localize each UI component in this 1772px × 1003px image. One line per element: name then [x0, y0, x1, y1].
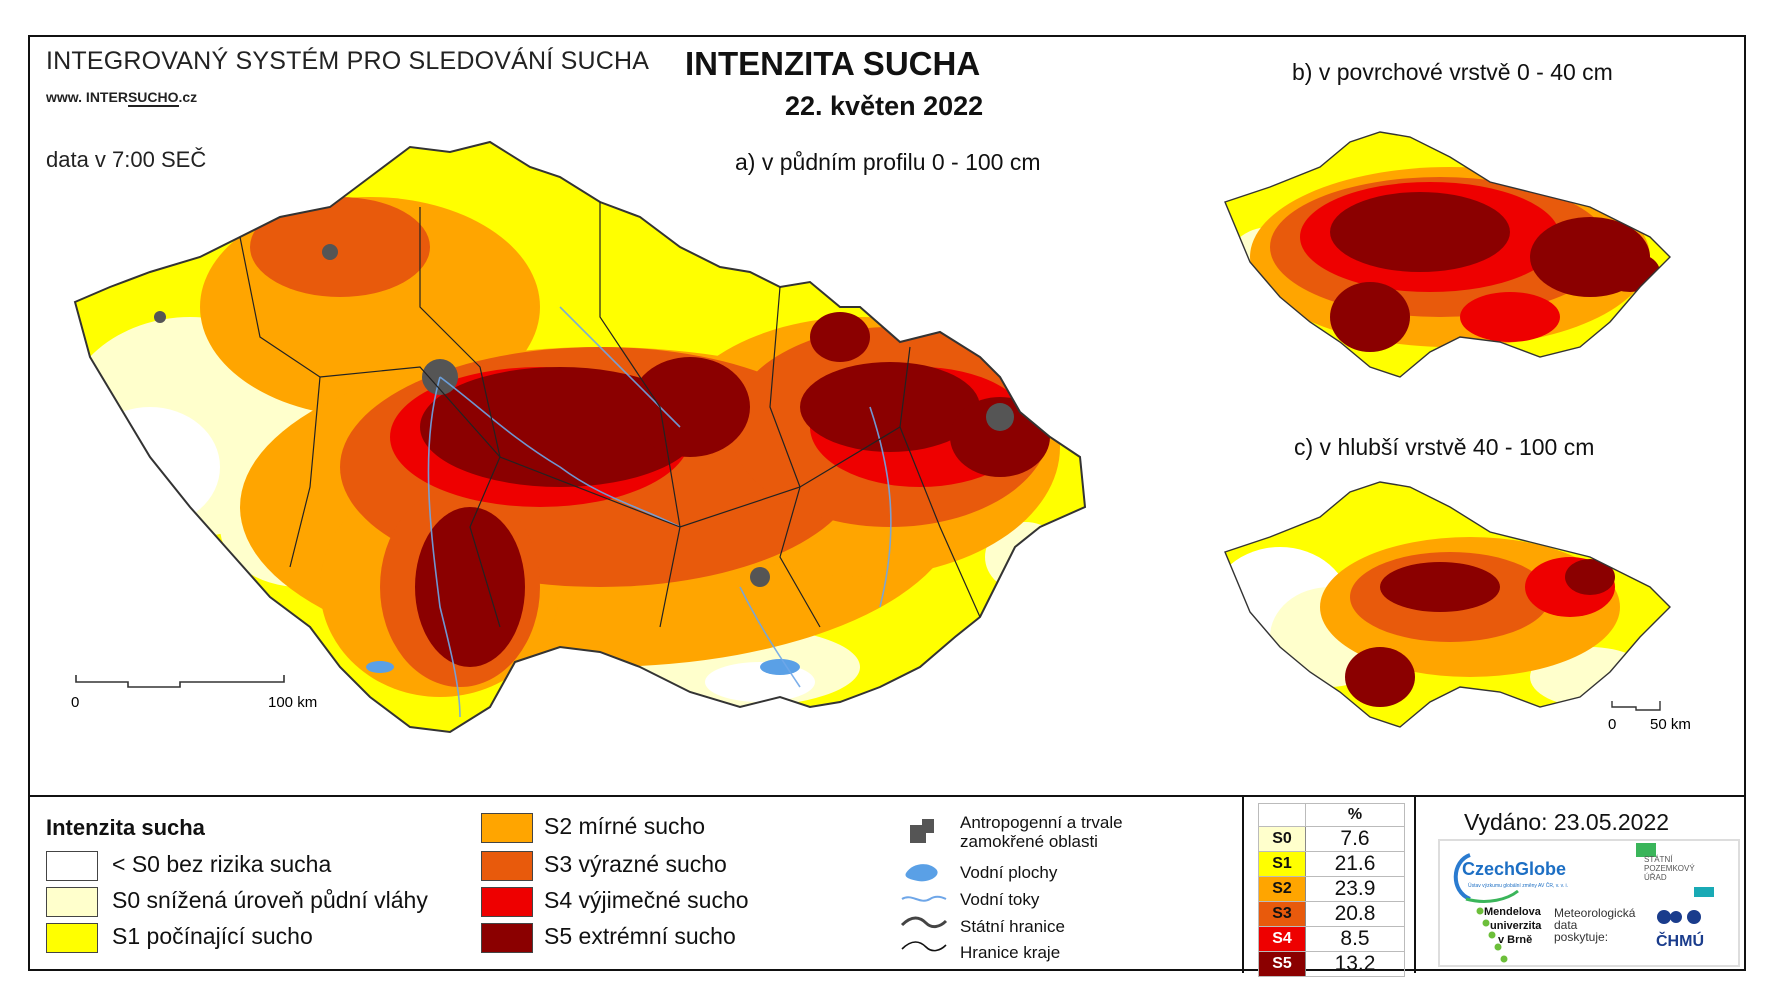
legend-s5: S5 extrémní sucho — [544, 923, 736, 949]
mendelu-line1: Mendelova — [1484, 906, 1541, 918]
surface-layer-map — [1224, 131, 1671, 378]
percent-value: 7.6 — [1305, 826, 1405, 852]
czechglobe-subtitle: Ústav výzkumu globální změny AV ČR, v. v… — [1468, 883, 1569, 889]
percent-row: S0 7.6 — [1258, 826, 1405, 852]
legend-divider — [1414, 797, 1416, 973]
spu-logo-accent — [1694, 887, 1714, 897]
percent-value: 20.8 — [1305, 901, 1405, 927]
mendelu-logo — [1476, 907, 1508, 963]
percent-class: S1 — [1258, 851, 1306, 877]
legend-area: Intenzita sucha < S0 bez rizika sucha S0… — [30, 795, 1746, 977]
website-link[interactable]: www. INTERSUCHO.cz — [46, 89, 198, 107]
percent-value: 8.5 — [1305, 926, 1405, 952]
czechglobe-logo — [1453, 853, 1519, 903]
scale-start-label: 0 — [71, 694, 79, 711]
chmu-name: ČHMÚ — [1656, 933, 1704, 950]
main-title: INTENZITA SUCHA — [685, 45, 981, 82]
swatch-s3 — [481, 851, 533, 881]
legend-anthropogenic: Antropogenní a trvale zamokřené oblasti — [960, 813, 1123, 851]
water-body-icon — [905, 864, 938, 882]
swatch-s2 — [481, 813, 533, 843]
small-scale-end: 50 km — [1650, 716, 1691, 733]
small-scale-start: 0 — [1608, 716, 1616, 733]
panel-a-label: a) v půdním profilu 0 - 100 cm — [735, 149, 1041, 175]
percent-row: S1 21.6 — [1258, 851, 1405, 877]
percent-row: S2 23.9 — [1258, 876, 1405, 902]
legend-s3: S3 výrazné sucho — [544, 851, 727, 877]
percent-row: S4 8.5 — [1258, 926, 1405, 952]
percent-header: % — [1305, 803, 1405, 827]
mendelu-line3: v Brně — [1498, 934, 1533, 946]
map-frame: INTEGROVANÝ SYSTÉM PRO SLEDOVÁNÍ SUCHA w… — [28, 35, 1746, 977]
meteo-line2: data — [1554, 918, 1578, 932]
data-time: data v 7:00 SEČ — [46, 147, 207, 172]
small-scale-bar: 0 50 km — [1608, 701, 1691, 733]
legend-title: Intenzita sucha — [46, 815, 205, 840]
legend-state-border: Státní hranice — [960, 917, 1065, 936]
state-border-icon — [900, 916, 948, 929]
panel-b-label: b) v povrchové vrstvě 0 - 40 cm — [1292, 59, 1613, 85]
river-icon — [901, 895, 947, 902]
swatch-s0 — [46, 887, 98, 917]
czechglobe-name: CzechGlobe — [1462, 859, 1567, 879]
swatch-s1 — [46, 923, 98, 953]
issued-date: Vydáno: 23.05.2022 — [1464, 809, 1670, 835]
legend-region-border: Hranice kraje — [960, 943, 1061, 962]
legend-s1: S1 počínající sucho — [112, 923, 313, 949]
map-date: 22. květen 2022 — [785, 91, 984, 121]
percent-class: S5 — [1258, 951, 1306, 977]
scale-end-label: 100 km — [268, 694, 317, 711]
spu-logo-mark — [1636, 843, 1656, 857]
legend-water-bodies: Vodní plochy — [960, 863, 1058, 882]
percent-class: S0 — [1258, 826, 1306, 852]
percent-value: 23.9 — [1305, 876, 1405, 902]
swatch-s5 — [481, 923, 533, 953]
legend-no-risk: < S0 bez rizika sucha — [112, 851, 332, 877]
spu-name: STÁTNÍ POZEMKOVÝ ÚŘAD — [1644, 855, 1695, 882]
percent-row: S5 13.2 — [1258, 951, 1405, 977]
swatch-no-risk — [46, 851, 98, 881]
partner-logos: CzechGlobe Ústav výzkumu globální změny … — [1438, 839, 1740, 967]
legend-s2: S2 mírné sucho — [544, 813, 706, 839]
percent-class: S2 — [1258, 876, 1306, 902]
swatch-s4 — [481, 887, 533, 917]
percent-table: % S0 7.6 S1 21.6 S2 23.9 S3 20.8 S4 8.5 S5 13.… — [1258, 803, 1405, 977]
anthropogenic-icon — [910, 819, 934, 843]
percent-header-row: % — [1258, 803, 1405, 827]
main-drought-map: 0 100 km — [71, 140, 1087, 734]
panel-c-label: c) v hlubší vrstvě 40 - 100 cm — [1294, 434, 1595, 460]
legend-rivers: Vodní toky — [960, 890, 1040, 909]
percent-class: S4 — [1258, 926, 1306, 952]
region-border-icon — [901, 941, 947, 952]
percent-row: S3 20.8 — [1258, 901, 1405, 927]
percent-class: S3 — [1258, 901, 1306, 927]
legend-s4: S4 výjimečné sucho — [544, 887, 749, 913]
deep-layer-map: 0 50 km — [1224, 481, 1691, 733]
legend-divider — [1242, 797, 1244, 973]
chmu-logo-mark — [1657, 910, 1701, 924]
main-scale-bar: 0 100 km — [71, 675, 317, 711]
percent-value: 13.2 — [1305, 951, 1405, 977]
mendelu-line2: univerzita — [1490, 920, 1542, 932]
system-title: INTEGROVANÝ SYSTÉM PRO SLEDOVÁNÍ SUCHA — [46, 47, 650, 75]
meteo-line1: Meteorologická — [1554, 906, 1636, 920]
symbol-legend-icons — [900, 819, 948, 952]
meteo-line3: poskytuje: — [1554, 930, 1609, 944]
percent-value: 21.6 — [1305, 851, 1405, 877]
map-area: INTEGROVANÝ SYSTÉM PRO SLEDOVÁNÍ SUCHA w… — [30, 37, 1746, 795]
legend-s0: S0 snížená úroveň půdní vláhy — [112, 887, 428, 913]
